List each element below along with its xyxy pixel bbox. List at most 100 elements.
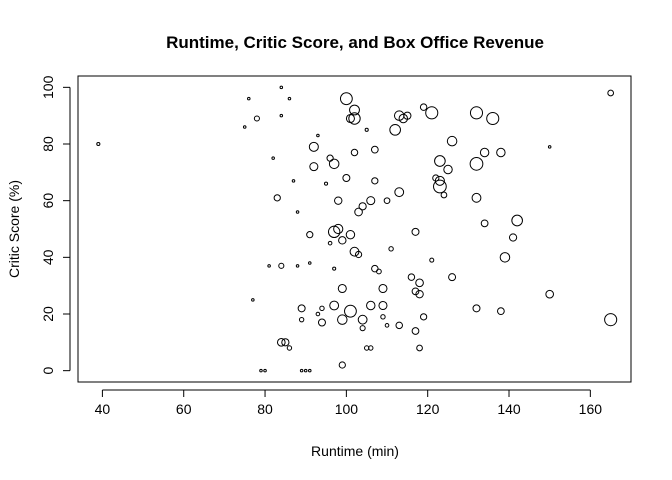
data-point xyxy=(421,314,427,320)
y-tick-label: 100 xyxy=(40,75,56,99)
plot-frame xyxy=(78,76,631,382)
data-point xyxy=(254,116,259,121)
data-point xyxy=(412,328,419,335)
data-point xyxy=(396,322,402,328)
data-point xyxy=(252,299,255,302)
data-point xyxy=(498,308,505,315)
data-point xyxy=(288,97,291,100)
data-point xyxy=(480,148,488,156)
data-point xyxy=(358,315,367,324)
data-point xyxy=(470,157,483,170)
data-point xyxy=(330,301,339,310)
chart-title: Runtime, Critic Score, and Box Office Re… xyxy=(166,33,544,52)
data-point xyxy=(338,284,346,292)
data-point xyxy=(320,306,324,310)
data-point xyxy=(339,362,345,368)
data-point xyxy=(97,142,100,145)
data-point xyxy=(420,104,426,110)
data-point xyxy=(449,274,456,281)
data-point xyxy=(444,165,452,173)
data-point xyxy=(304,369,307,372)
x-tick-label: 100 xyxy=(335,401,359,417)
data-point xyxy=(359,203,366,210)
data-point xyxy=(546,290,554,298)
data-point xyxy=(309,262,312,265)
data-point xyxy=(272,157,275,160)
data-point xyxy=(481,220,488,227)
data-point xyxy=(372,178,378,184)
data-point xyxy=(300,369,303,372)
data-point xyxy=(379,284,387,292)
data-point xyxy=(280,114,283,117)
data-point xyxy=(395,188,404,197)
y-tick-label: 0 xyxy=(40,367,56,375)
data-point xyxy=(412,228,419,235)
x-tick-label: 160 xyxy=(579,401,603,417)
x-tick-label: 40 xyxy=(95,401,111,417)
data-point xyxy=(316,312,320,316)
data-point xyxy=(389,247,393,251)
data-point xyxy=(280,86,283,89)
data-point xyxy=(307,232,313,238)
data-point xyxy=(346,114,354,122)
data-point xyxy=(384,198,390,204)
data-point xyxy=(371,146,378,153)
data-point xyxy=(360,326,365,331)
y-tick-label: 60 xyxy=(40,193,56,209)
data-point xyxy=(329,159,339,169)
data-point xyxy=(340,93,352,105)
data-point xyxy=(317,134,320,137)
data-point xyxy=(339,237,346,244)
y-axis-label: Critic Score (%) xyxy=(6,180,22,278)
data-point xyxy=(274,195,280,201)
data-point xyxy=(296,265,299,268)
data-point xyxy=(487,112,499,124)
data-point xyxy=(327,155,333,161)
x-axis-label: Runtime (min) xyxy=(311,443,399,459)
data-point xyxy=(548,146,551,149)
data-point xyxy=(243,126,246,129)
data-point xyxy=(334,224,343,233)
data-point xyxy=(473,305,480,312)
y-axis: 0 20 40 60 80 100 xyxy=(40,75,70,374)
data-point xyxy=(441,192,447,198)
x-tick-label: 60 xyxy=(176,401,192,417)
data-point xyxy=(470,107,482,119)
data-point xyxy=(324,182,327,185)
y-tick-label: 40 xyxy=(40,249,56,265)
data-point xyxy=(338,315,348,325)
data-point xyxy=(333,267,336,270)
data-point xyxy=(430,258,434,262)
data-point xyxy=(351,149,357,155)
data-point xyxy=(385,324,389,328)
data-point xyxy=(512,215,523,226)
y-ticks: 0 20 40 60 80 100 xyxy=(40,75,70,374)
data-point xyxy=(500,253,510,263)
data-point xyxy=(299,317,303,321)
data-point xyxy=(310,163,318,171)
data-point xyxy=(497,148,505,156)
data-point xyxy=(381,315,385,319)
data-point xyxy=(390,125,401,136)
data-point xyxy=(435,156,446,167)
data-point xyxy=(335,197,342,204)
data-point xyxy=(367,197,375,205)
data-point xyxy=(608,90,614,96)
data-points xyxy=(97,86,617,372)
x-axis: 40 60 80 100 120 140 160 xyxy=(95,390,603,417)
data-point xyxy=(472,193,481,202)
data-point xyxy=(426,107,438,119)
data-point xyxy=(268,265,271,268)
x-tick-label: 80 xyxy=(257,401,273,417)
data-point xyxy=(248,97,251,100)
x-tick-label: 140 xyxy=(497,401,521,417)
data-point xyxy=(367,301,375,309)
data-point xyxy=(264,369,267,372)
data-point xyxy=(292,180,295,183)
data-point xyxy=(605,314,617,326)
data-point xyxy=(309,142,318,151)
data-point xyxy=(296,211,299,214)
x-ticks: 40 60 80 100 120 140 160 xyxy=(95,390,603,417)
y-tick-label: 20 xyxy=(40,306,56,322)
data-point xyxy=(309,369,312,372)
